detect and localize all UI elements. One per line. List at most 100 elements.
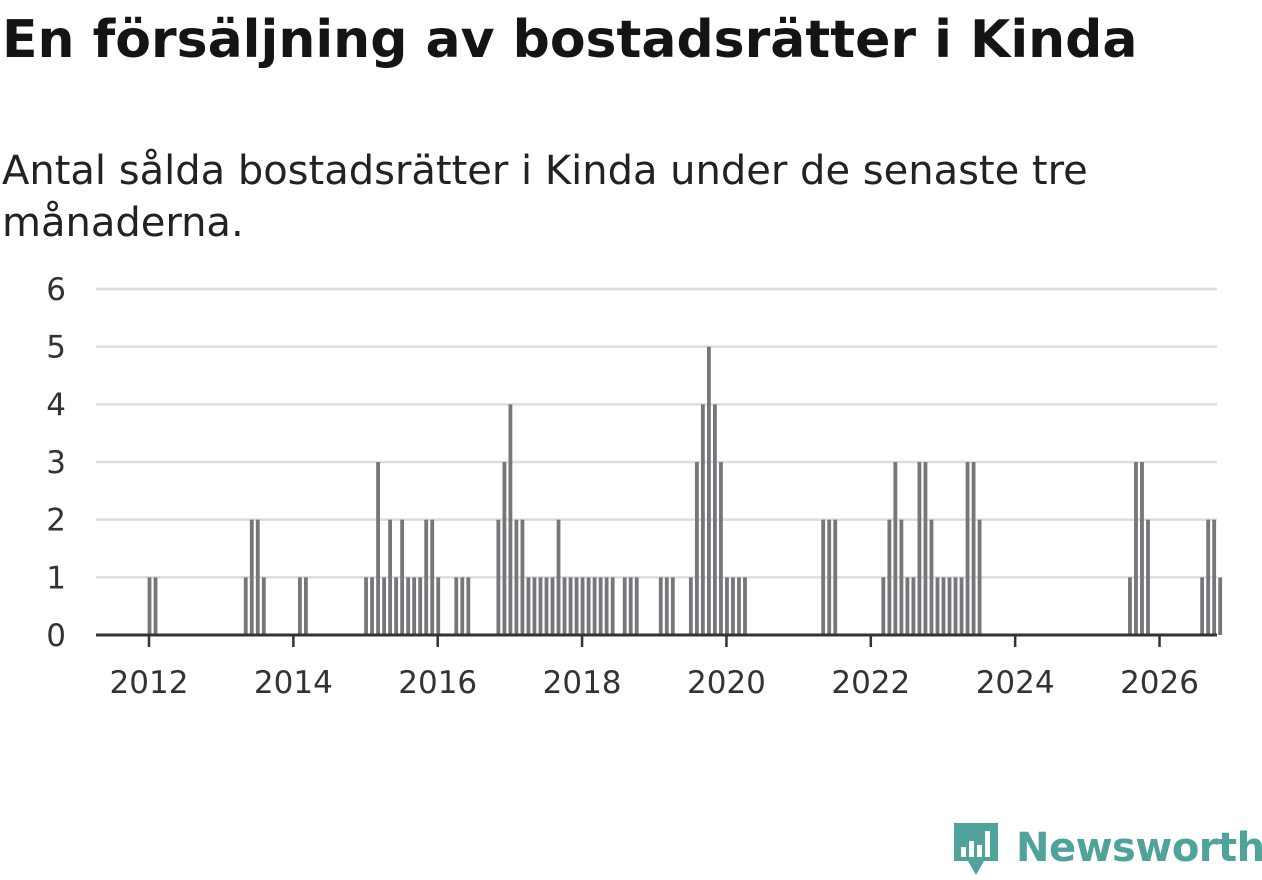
chart-subtitle: Antal sålda bostadsrätter i Kinda under …	[2, 148, 1088, 246]
bar	[1200, 577, 1205, 635]
bar	[388, 519, 393, 635]
bar	[935, 577, 940, 635]
bar	[568, 577, 573, 635]
bar	[827, 519, 832, 635]
x-tick-label: 2024	[976, 665, 1055, 701]
bar	[610, 577, 615, 635]
bar	[731, 577, 735, 635]
bar	[622, 577, 627, 635]
x-tick-label: 2022	[831, 665, 910, 701]
bar	[743, 577, 747, 635]
bar	[400, 519, 405, 635]
bar	[592, 577, 597, 635]
bar	[538, 577, 543, 635]
bar	[598, 577, 603, 635]
bar	[249, 519, 254, 635]
y-tick-label: 3	[46, 445, 66, 481]
bar	[418, 577, 423, 635]
y-tick-label: 6	[46, 272, 66, 308]
bar	[719, 462, 723, 635]
bar	[941, 577, 946, 635]
bar	[706, 346, 711, 635]
bar	[899, 519, 904, 635]
bar	[1128, 577, 1132, 635]
bar	[905, 577, 910, 635]
bar	[255, 519, 260, 635]
bar	[514, 519, 519, 635]
bar	[664, 577, 669, 635]
bar	[454, 577, 459, 635]
bar	[364, 577, 368, 635]
bar	[893, 462, 898, 635]
x-tick-label: 2016	[398, 665, 477, 701]
bar	[604, 577, 609, 635]
bar	[243, 577, 248, 635]
bar	[634, 577, 639, 635]
bar	[1134, 462, 1138, 635]
bar	[929, 519, 934, 635]
bar	[261, 577, 266, 635]
bar	[496, 519, 501, 635]
bar	[959, 577, 964, 635]
bar-chart: 0 1 2 3 4 5 6 2012 2014 2016 2018 2020 2022 2024 2026…	[46, 272, 1223, 701]
bar	[466, 577, 471, 635]
bar	[412, 577, 417, 635]
bar	[725, 577, 729, 635]
x-axis-ticks: 2012 2014 2016 2018 2020 2022 2024 2026	[110, 635, 1199, 701]
bar	[881, 577, 886, 635]
x-tick-label: 2018	[543, 665, 622, 701]
bar	[153, 577, 158, 635]
bar	[562, 577, 567, 635]
bar	[580, 577, 585, 635]
bar	[303, 577, 308, 635]
bar	[821, 519, 826, 635]
bar	[424, 519, 429, 635]
bar	[394, 577, 399, 635]
chart-title: En försäljning av bostadsrätter i Kinda	[2, 10, 1138, 70]
y-tick-label: 5	[46, 330, 66, 366]
bar	[971, 462, 976, 635]
bar	[923, 462, 928, 635]
y-tick-label: 4	[46, 387, 66, 423]
x-tick-label: 2020	[687, 665, 766, 701]
bar	[574, 577, 579, 635]
bar	[965, 462, 970, 635]
bar	[544, 577, 549, 635]
bar	[297, 577, 302, 635]
bar	[370, 577, 374, 635]
bar	[1140, 462, 1144, 635]
bar	[460, 577, 465, 635]
bar	[700, 404, 705, 635]
bar	[911, 577, 916, 635]
y-tick-label: 2	[46, 503, 66, 539]
brand-name: Newsworthy	[1016, 825, 1262, 871]
bar	[532, 577, 537, 635]
bar	[833, 519, 838, 635]
bar	[688, 577, 693, 635]
bar	[977, 519, 982, 635]
bar	[953, 577, 958, 635]
bar	[694, 462, 699, 635]
bar	[376, 462, 380, 635]
bar	[508, 404, 513, 635]
x-tick-label: 2026	[1120, 665, 1199, 701]
bar	[917, 462, 922, 635]
bar	[1206, 519, 1211, 635]
bar	[737, 577, 741, 635]
bar	[670, 577, 675, 635]
bar	[713, 404, 717, 635]
bar	[887, 519, 892, 635]
bar	[526, 577, 531, 635]
bar	[382, 577, 386, 635]
bar	[502, 462, 507, 635]
newsworthy-logo-icon	[954, 823, 998, 875]
bar	[586, 577, 591, 635]
bar	[1146, 519, 1150, 635]
y-axis-ticks: 0 1 2 3 4 5 6	[46, 272, 66, 654]
bar	[430, 519, 435, 635]
bar	[947, 577, 952, 635]
bar	[556, 519, 561, 635]
bar	[520, 519, 525, 635]
bar	[658, 577, 663, 635]
bar-series	[147, 346, 1223, 635]
